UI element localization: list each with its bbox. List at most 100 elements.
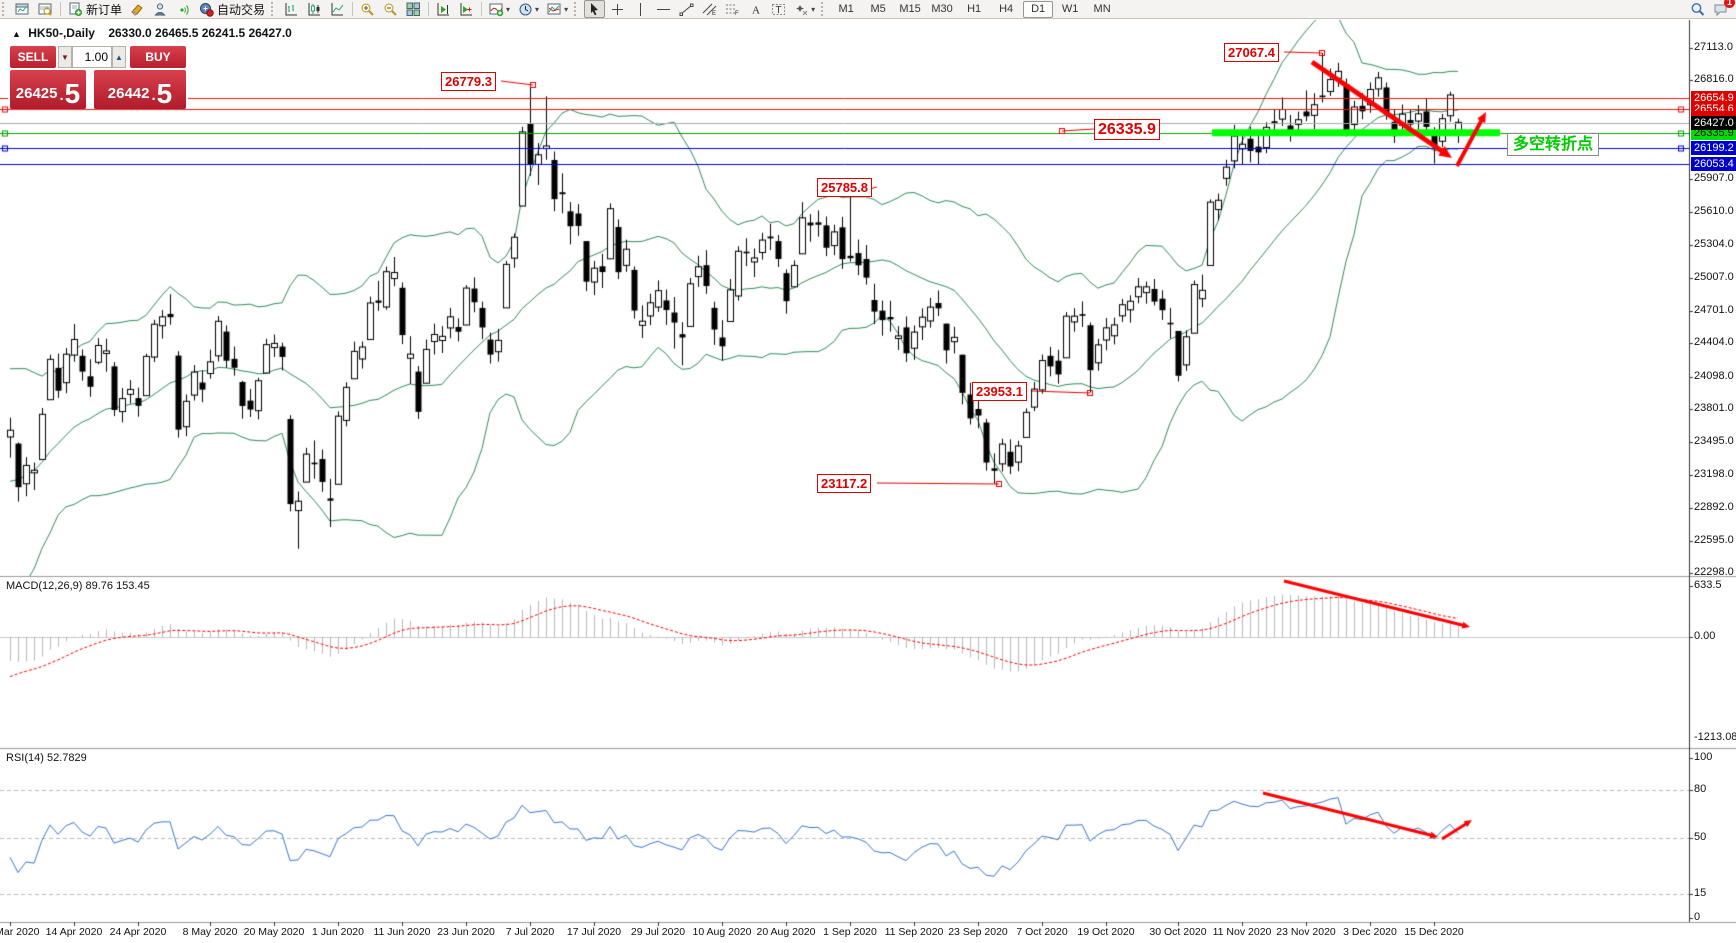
chart-window-button[interactable]	[12, 0, 33, 18]
channel-button[interactable]: E	[699, 0, 720, 18]
macd-axis-tick: 0.00	[1694, 630, 1716, 642]
label-icon: T	[771, 2, 786, 17]
fibonacci-button[interactable]: F	[722, 0, 743, 18]
crosshair-button[interactable]	[607, 0, 628, 18]
bars-chart-button[interactable]	[281, 0, 302, 18]
buy-price-int: 26442	[107, 85, 150, 102]
profile-button[interactable]	[150, 0, 171, 18]
volume-increase-button[interactable]: ▲	[112, 46, 126, 68]
timeframe-m15-button[interactable]: M15	[899, 3, 921, 15]
date-axis-label: 17 Jul 2020	[566, 926, 622, 938]
cursor-icon	[587, 2, 602, 17]
toolbar-grip	[821, 2, 828, 16]
periods-button[interactable]: ▾	[515, 0, 542, 18]
price-axis-tick: 24098.0	[1694, 369, 1734, 382]
channel-icon: E	[702, 2, 717, 17]
label-button[interactable]: T	[768, 0, 789, 18]
volume-decrease-button[interactable]: ▼	[58, 46, 72, 68]
text-icon: A	[748, 2, 763, 17]
sell-price-dec: 5	[64, 78, 81, 109]
price-callout-label[interactable]: 23117.2	[817, 474, 872, 493]
zoom-in-icon	[360, 2, 375, 17]
sell-button[interactable]: SELL	[10, 46, 56, 68]
timeframe-m1-button[interactable]: M1	[838, 3, 854, 15]
data-window-button[interactable]	[35, 0, 56, 18]
chevron-down-icon[interactable]: ▾	[535, 4, 540, 14]
date-axis-label: 11 Sep 2020	[884, 926, 944, 938]
chevron-down-icon[interactable]: ▾	[811, 4, 816, 14]
turning-point-annotation[interactable]: 多空转折点	[1507, 133, 1600, 156]
timeframe-w1-button[interactable]: W1	[1061, 3, 1079, 15]
collapse-panel-icon[interactable]: ▲	[12, 29, 21, 39]
price-axis-tick: 23198.0	[1694, 467, 1734, 480]
signal-button[interactable]	[173, 0, 194, 18]
new-order-button[interactable]: 新订单	[65, 0, 125, 18]
hline-button[interactable]	[653, 0, 674, 18]
date-axis-label: 3 Dec 2020	[1343, 926, 1397, 938]
macd-indicator-header: MACD(12,26,9) 89.76 153.45	[6, 580, 150, 592]
price-callout-label[interactable]: 25785.8	[817, 178, 872, 197]
sell-price-dot: .	[59, 87, 64, 104]
date-axis-label: 23 Sep 2020	[948, 926, 1008, 938]
buy-price-display[interactable]: 26442. 5	[94, 70, 186, 109]
text-button[interactable]: A	[745, 0, 766, 18]
trendline-button[interactable]	[676, 0, 697, 18]
chart-symbol-period: HK50-,Daily	[28, 26, 95, 40]
indicators-icon	[489, 2, 504, 17]
trendline-icon	[679, 2, 694, 17]
chevron-down-icon[interactable]: ▾	[564, 4, 569, 14]
price-level-label: 26654.9	[1691, 90, 1736, 105]
price-callout-label[interactable]: 26779.3	[441, 72, 496, 91]
date-axis-label: 14 Apr 2020	[45, 926, 103, 938]
sell-price-display[interactable]: 26425. 5	[10, 70, 86, 109]
sell-price-int: 26425	[15, 85, 58, 102]
styles-button[interactable]	[127, 0, 148, 18]
auto-scroll-button[interactable]	[433, 0, 454, 18]
price-axis-tick: 25304.0	[1694, 238, 1734, 251]
buy-button[interactable]: BUY	[130, 46, 186, 68]
templates-button[interactable]: ▾	[544, 0, 571, 18]
date-axis-label: 24 Apr 2020	[109, 926, 167, 938]
vline-button[interactable]	[630, 0, 651, 18]
cursor-button[interactable]	[584, 0, 606, 18]
search-button[interactable]	[1687, 0, 1708, 18]
timeframe-h1-button[interactable]: H1	[967, 3, 982, 15]
date-axis-label: 11 Jun 2020	[373, 926, 431, 938]
autotrade-button[interactable]: 自动交易	[196, 0, 268, 18]
candles-chart-button[interactable]	[304, 0, 325, 18]
zoom-out-button[interactable]	[380, 0, 401, 18]
price-axis-tick: 23495.0	[1694, 435, 1734, 448]
price-callout-label[interactable]: 26335.9	[1094, 119, 1160, 140]
price-callout-label[interactable]: 27067.4	[1224, 43, 1279, 62]
timeframe-mn-button[interactable]: MN	[1093, 3, 1111, 15]
rsi-axis-tick: 0	[1694, 911, 1701, 923]
fibonacci-icon: F	[725, 2, 740, 17]
chevron-down-icon[interactable]: ▾	[506, 4, 511, 14]
chart-title: ▲ HK50-,Daily 26330.0 26465.5 26241.5 26…	[12, 26, 292, 40]
profile-icon	[153, 2, 168, 17]
chart-shift-button[interactable]	[456, 0, 477, 18]
macd-axis-tick: 633.5	[1694, 579, 1722, 591]
tile-windows-button[interactable]	[403, 0, 424, 18]
timeframe-m5-button[interactable]: M5	[870, 3, 886, 15]
timeframe-m30-button[interactable]: M30	[931, 3, 953, 15]
zoom-in-button[interactable]	[357, 0, 378, 18]
macd-axis-tick: -1213.08	[1694, 731, 1736, 743]
rsi-axis-tick: 15	[1694, 887, 1707, 899]
candles-chart-icon	[307, 2, 322, 17]
templates-icon	[547, 2, 562, 17]
line-chart-button[interactable]	[327, 0, 348, 18]
timeframe-h4-button[interactable]: H4	[999, 3, 1014, 15]
volume-input[interactable]	[72, 46, 112, 68]
date-axis-label: 7 Jul 2020	[505, 926, 555, 938]
indicators-button[interactable]: ▾	[486, 0, 513, 18]
price-callout-label[interactable]: 23953.1	[972, 382, 1027, 401]
crosshair-icon	[610, 2, 625, 17]
timeframe-d1-button[interactable]: D1	[1023, 0, 1054, 18]
toolbar-grip[interactable]	[2, 2, 9, 16]
chat-button[interactable]: 1	[1710, 0, 1735, 18]
shapes-button[interactable]: ▾	[791, 0, 818, 18]
date-axis-label: 31 Mar 2020	[0, 926, 40, 938]
price-level-label: 26053.4	[1691, 156, 1736, 171]
